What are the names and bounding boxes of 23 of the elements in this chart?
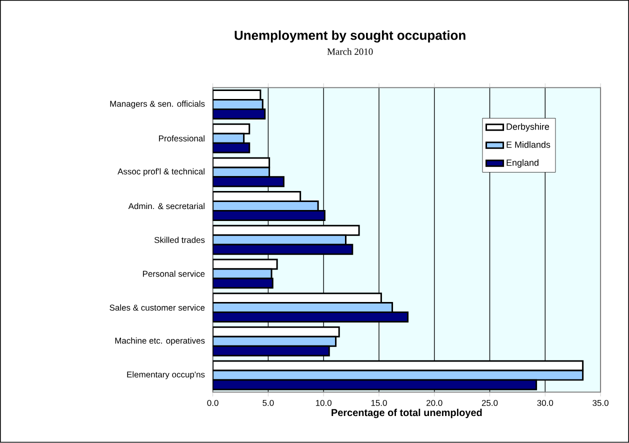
x-tick-label: 20.0 <box>426 400 442 406</box>
legend-label: England <box>506 159 538 168</box>
y-tick-label: Admin. & secretarial <box>128 203 204 210</box>
x-tick-label: 15.0 <box>371 400 387 406</box>
y-tick-label: Assoc prof'l & technical <box>118 168 204 176</box>
x-tick-label: 35.0 <box>592 400 608 406</box>
chart-subtitle: March 2010 <box>327 48 373 55</box>
legend-label: Derbyshire <box>506 123 550 132</box>
x-tick-label: 10.0 <box>316 400 332 406</box>
x-tick-label: 0.0 <box>207 400 218 406</box>
x-tick-label: 5.0 <box>262 400 274 406</box>
x-tick-label: 30.0 <box>537 400 554 406</box>
chart-title: Unemployment by sought occupation <box>234 30 466 43</box>
legend-label: E Midlands <box>506 141 550 148</box>
y-tick-label: Machine etc. operatives <box>115 338 205 346</box>
x-tick-label: 25.0 <box>482 400 498 406</box>
y-tick-label: Skilled trades <box>154 236 205 244</box>
y-tick-label: Managers & sen. officials <box>110 100 205 109</box>
y-tick-label: Elementary occup'ns <box>127 371 205 380</box>
y-tick-label: Sales & customer service <box>110 304 205 311</box>
y-tick-label: Professional <box>159 135 204 142</box>
y-tick-label: Personal service <box>142 270 205 277</box>
x-axis-title: Percentage of total unemployed <box>332 408 482 418</box>
